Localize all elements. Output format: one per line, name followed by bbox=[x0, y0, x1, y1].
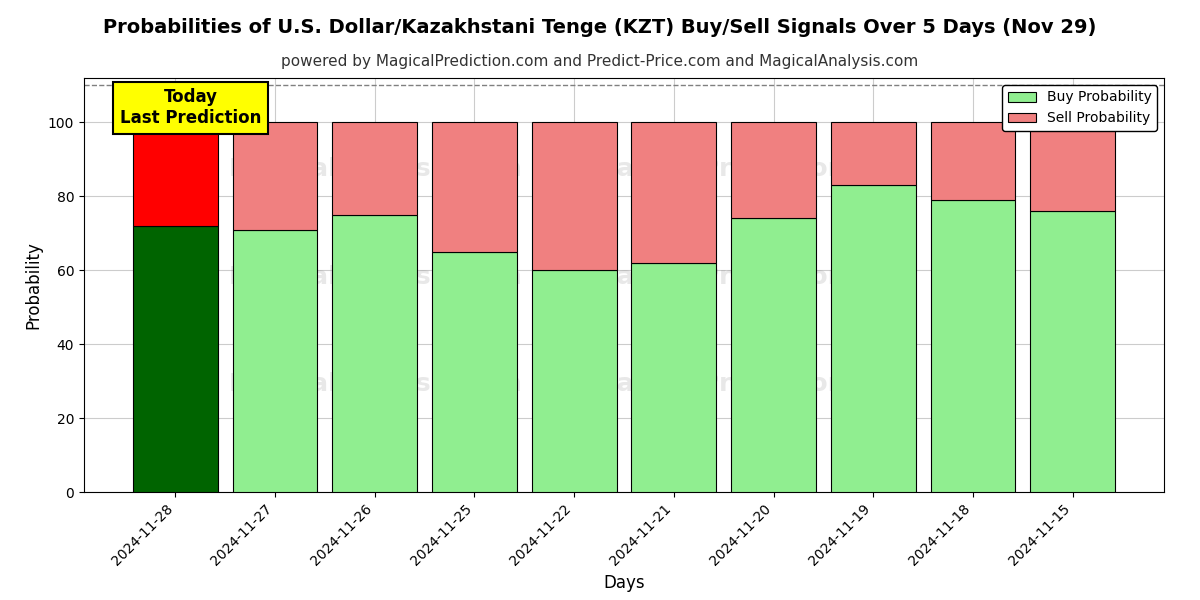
Bar bbox=[830, 185, 916, 492]
Text: MagicalAnalysis.com: MagicalAnalysis.com bbox=[229, 157, 522, 181]
Bar bbox=[631, 122, 716, 263]
Bar bbox=[332, 215, 418, 492]
Bar bbox=[830, 122, 916, 185]
Bar bbox=[133, 226, 218, 492]
Text: Probabilities of U.S. Dollar/Kazakhstani Tenge (KZT) Buy/Sell Signals Over 5 Day: Probabilities of U.S. Dollar/Kazakhstani… bbox=[103, 18, 1097, 37]
Bar bbox=[1030, 211, 1115, 492]
Bar bbox=[930, 122, 1015, 200]
Bar bbox=[233, 122, 318, 230]
Text: MagicalPrediction.com: MagicalPrediction.com bbox=[593, 373, 914, 397]
Legend: Buy Probability, Sell Probability: Buy Probability, Sell Probability bbox=[1002, 85, 1157, 131]
Bar bbox=[731, 122, 816, 218]
Bar bbox=[133, 122, 218, 226]
Text: Today
Last Prediction: Today Last Prediction bbox=[120, 88, 262, 127]
Bar bbox=[631, 263, 716, 492]
Text: MagicalAnalysis.com: MagicalAnalysis.com bbox=[229, 265, 522, 289]
Bar bbox=[233, 230, 318, 492]
Y-axis label: Probability: Probability bbox=[24, 241, 42, 329]
Text: powered by MagicalPrediction.com and Predict-Price.com and MagicalAnalysis.com: powered by MagicalPrediction.com and Pre… bbox=[281, 54, 919, 69]
Bar bbox=[1030, 122, 1115, 211]
Text: MagicalPrediction.com: MagicalPrediction.com bbox=[593, 157, 914, 181]
Text: MagicalPrediction.com: MagicalPrediction.com bbox=[593, 265, 914, 289]
Text: MagicalAnalysis.com: MagicalAnalysis.com bbox=[229, 373, 522, 397]
Bar bbox=[532, 122, 617, 270]
Bar bbox=[332, 122, 418, 215]
X-axis label: Days: Days bbox=[604, 574, 644, 592]
Bar bbox=[432, 252, 517, 492]
Bar bbox=[532, 270, 617, 492]
Bar bbox=[930, 200, 1015, 492]
Bar bbox=[432, 122, 517, 252]
Bar bbox=[731, 218, 816, 492]
